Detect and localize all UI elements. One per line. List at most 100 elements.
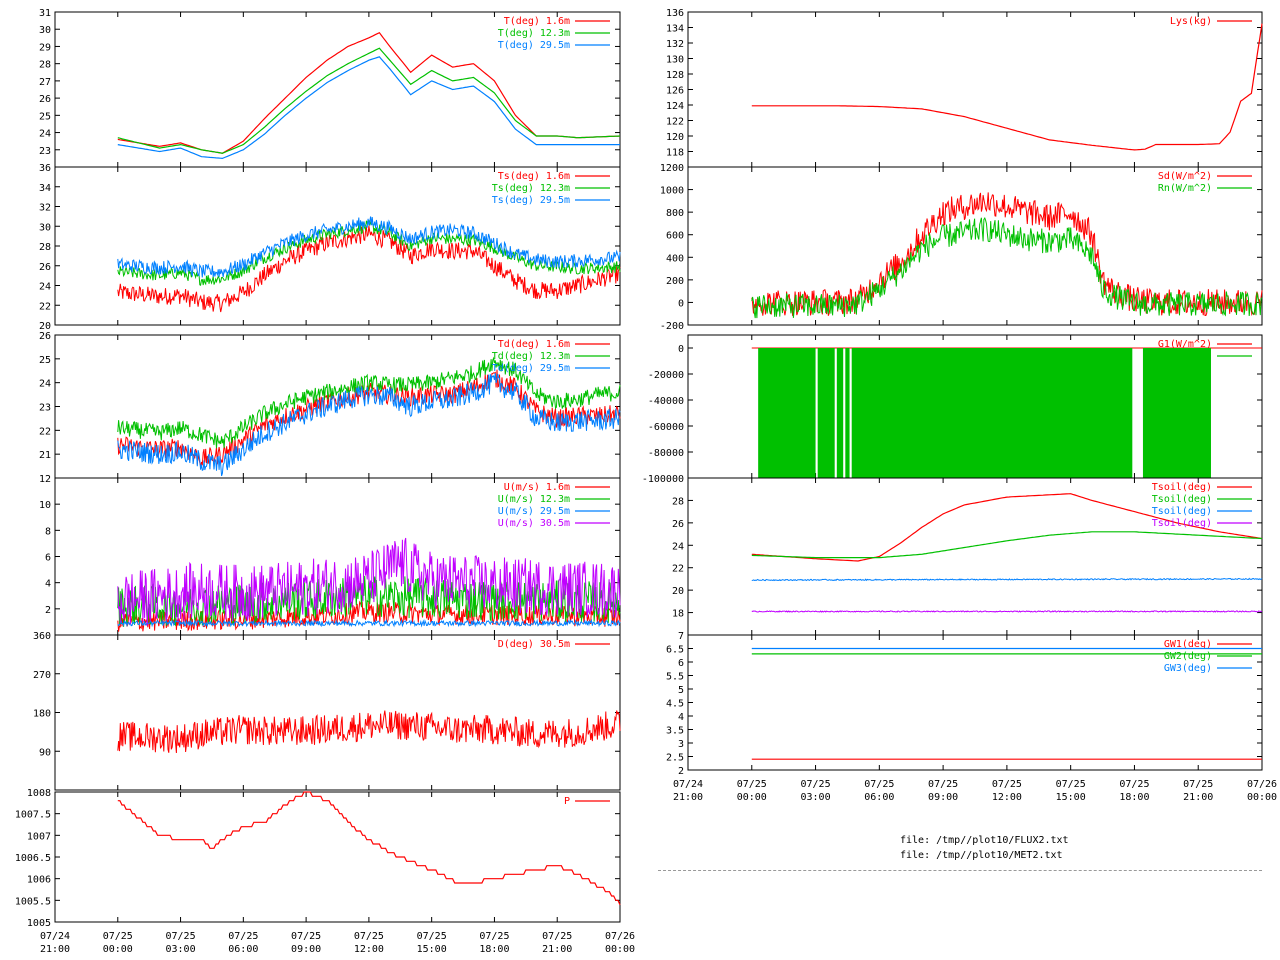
y-tick-label: 118 [666, 148, 684, 159]
x-tick-date: 07/26 [1247, 779, 1277, 790]
y-tick-label: 90 [39, 747, 51, 758]
bar-fill [817, 348, 835, 478]
y-tick-label: 130 [666, 55, 684, 66]
legend-label: Ts(deg) 1.6m [498, 171, 570, 182]
legend-label: U(m/s) 1.6m [504, 482, 570, 493]
y-tick-label: 2 [678, 766, 684, 777]
y-tick-label: 24 [39, 282, 51, 293]
panel-D: 90 180 270 360 D(deg) 30.5m [33, 631, 621, 791]
y-top-label: 26 [39, 331, 51, 342]
y-tick-label: 124 [666, 101, 684, 112]
y-tick-label: 21 [39, 450, 51, 461]
x-tick-time: 03:00 [166, 944, 196, 955]
y-tick-label: 27 [39, 77, 51, 88]
y-tick-label: 24 [39, 129, 51, 140]
y-tick-label: 270 [33, 670, 51, 681]
y-tick-label: -100000 [642, 474, 684, 485]
legend-label: T(deg) 12.3m [498, 28, 570, 39]
bar-fill [845, 348, 850, 478]
legend-label: Td(deg) 1.6m [498, 339, 570, 350]
x-tick-time: 18:00 [479, 944, 509, 955]
series-line [751, 23, 1263, 151]
panel-U: 2 4 6 8 10 12 U(m/s) 1.6mU(m/s) 12.3mU(m/s) 29… [39, 474, 621, 636]
series-line [117, 372, 621, 477]
y-tick-label: 132 [666, 39, 684, 50]
y-tick-label: -20000 [648, 370, 684, 381]
y-tick-label: -60000 [648, 422, 684, 433]
y-tick-label: 600 [666, 231, 684, 242]
x-tick-date: 07/25 [801, 779, 831, 790]
x-tick-date: 07/25 [228, 931, 258, 942]
x-tick-date: 07/26 [605, 931, 635, 942]
x-tick-time: 18:00 [1119, 792, 1149, 803]
x-tick-date: 07/25 [864, 779, 894, 790]
y-tick-label: 6.5 [666, 645, 684, 656]
x-tick-time: 06:00 [864, 792, 894, 803]
y-tick-label: 2.5 [666, 753, 684, 764]
legend-label: D(deg) 30.5m [498, 639, 570, 650]
y-tick-label: 28 [39, 60, 51, 71]
y-tick-label: 1007.5 [15, 810, 51, 821]
y-tick-label: 1006.5 [15, 853, 51, 864]
file-label-flux: file: /tmp//plot10/FLUX2.txt [900, 835, 1069, 846]
y-top-label: 7 [678, 631, 684, 642]
y-tick-label: 22 [39, 301, 51, 312]
panel-GW: 2 2.5 3 3.5 4 4.5 5 5.5 6 6.5 7 GW1(deg)GW2(deg)GW3… [666, 631, 1277, 803]
x-tick-date: 07/25 [1183, 779, 1213, 790]
y-tick-label: 23 [39, 146, 51, 157]
y-tick-label: 800 [666, 208, 684, 219]
x-tick-date: 07/25 [992, 779, 1022, 790]
plot-frame [687, 11, 1263, 168]
x-tick-time: 00:00 [737, 792, 767, 803]
x-tick-date: 07/25 [1056, 779, 1086, 790]
x-tick-time: 21:00 [673, 792, 703, 803]
y-tick-label: 24 [672, 541, 684, 552]
y-top-label: 36 [39, 163, 51, 174]
bar-fill [758, 348, 816, 478]
y-tick-label: 24 [39, 379, 51, 390]
y-tick-label: -200 [660, 321, 684, 332]
y-tick-label: -40000 [648, 396, 684, 407]
legend-label: Td(deg) 12.3m [492, 351, 570, 362]
legend-label: Sd(W/m^2) [1158, 171, 1212, 182]
y-tick-label: 122 [666, 117, 684, 128]
x-tick-date: 07/25 [737, 779, 767, 790]
series-line [117, 220, 621, 286]
x-tick-date: 07/25 [291, 931, 321, 942]
y-tick-label: 3.5 [666, 726, 684, 737]
x-tick-date: 07/25 [542, 931, 572, 942]
y-tick-label: 5.5 [666, 672, 684, 683]
series-line [751, 217, 1263, 319]
legend-label: U(m/s) 12.3m [498, 494, 570, 505]
y-tick-label: 400 [666, 253, 684, 264]
x-tick-time: 21:00 [40, 944, 70, 955]
series-line [117, 56, 620, 160]
series-line [751, 493, 1263, 562]
series-line [117, 369, 621, 467]
y-tick-label: 1000 [660, 186, 684, 197]
legend-label: T(deg) 1.6m [504, 16, 570, 27]
panel-T: 23 24 25 26 27 28 29 30 31 T(deg) 1.6mT(deg) 12.3… [39, 8, 621, 168]
y-tick-label: 4.5 [666, 699, 684, 710]
y-tick-label: 34 [39, 183, 51, 194]
x-tick-date: 07/25 [417, 931, 447, 942]
y-tick-label: 126 [666, 86, 684, 97]
panel-Lys: 118 120 122 124 126 128 130 132 134 136 Lys(kg) [666, 8, 1263, 168]
x-tick-time: 09:00 [291, 944, 321, 955]
legend-label: Rn(W/m^2) [1158, 183, 1212, 194]
y-tick-label: -80000 [648, 448, 684, 459]
series-line [117, 600, 621, 632]
y-tick-label: 20 [39, 321, 51, 332]
series-line [751, 577, 1263, 582]
y-tick-label: 4 [45, 579, 51, 590]
y-tick-label: 22 [672, 564, 684, 575]
x-tick-time: 15:00 [1056, 792, 1086, 803]
y-tick-label: 30 [39, 25, 51, 36]
y-tick-label: 1005.5 [15, 896, 51, 907]
legend-label: Tsoil(deg) [1152, 482, 1212, 493]
y-tick-label: 28 [672, 496, 684, 507]
y-top-label: 136 [666, 8, 684, 19]
x-tick-time: 00:00 [1247, 792, 1277, 803]
y-tick-label: 25 [39, 355, 51, 366]
